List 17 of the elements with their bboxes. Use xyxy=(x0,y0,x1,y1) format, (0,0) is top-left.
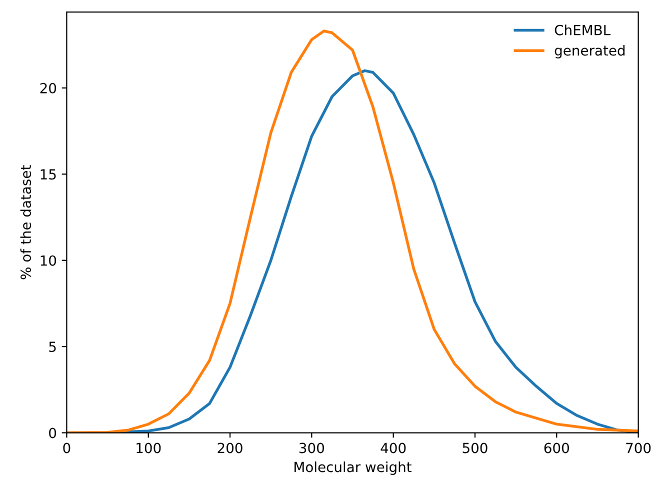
y-tick-label: 5 xyxy=(49,342,56,352)
x-axis-title: Molecular weight xyxy=(294,461,412,475)
x-tick-label: 400 xyxy=(380,442,406,454)
x-tick-label: 600 xyxy=(544,442,569,454)
x-tick-label: 500 xyxy=(462,442,488,454)
x-tick-label: 200 xyxy=(218,442,242,454)
legend-label: ChEMBL xyxy=(554,24,611,36)
x-tick-label: 100 xyxy=(136,442,161,454)
y-tick-label: 0 xyxy=(49,428,56,438)
y-axis-title: % of the dataset xyxy=(20,165,32,280)
y-tick-label: 15 xyxy=(40,169,56,180)
legend-label: generated xyxy=(554,44,625,58)
x-tick-label: 700 xyxy=(626,442,651,454)
x-tick-label: 0 xyxy=(63,442,70,454)
y-tick-label: 10 xyxy=(40,255,56,266)
x-tick-label: 300 xyxy=(299,442,324,454)
y-tick-label: 20 xyxy=(40,82,56,94)
